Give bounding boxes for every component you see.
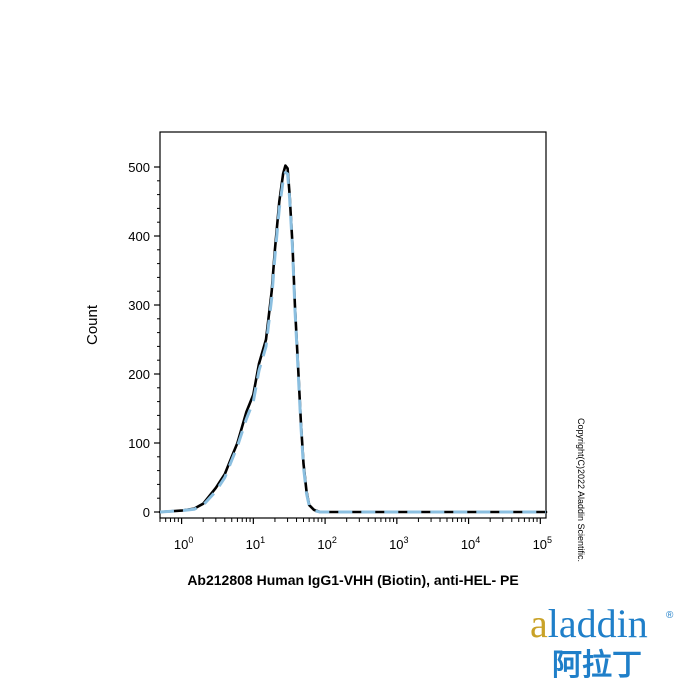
y-tick-label: 500: [128, 160, 150, 175]
dashed-histogram-line: [159, 171, 546, 514]
logo-registered-mark: ®: [666, 610, 674, 621]
x-tick-label: 100: [174, 535, 193, 552]
x-axis-label: Ab212808 Human IgG1-VHH (Biotin), anti-H…: [187, 572, 518, 588]
y-tick-label: 400: [128, 229, 150, 244]
x-tick-label: 104: [461, 535, 480, 552]
y-tick-label: 300: [128, 298, 150, 313]
series-group: [158, 164, 548, 514]
y-axis-label: Count: [84, 304, 101, 345]
logo-letter-a: a: [530, 601, 548, 646]
plot-frame: [159, 131, 547, 519]
x-axis: 100 101 102 103 104 105: [159, 518, 552, 552]
y-axis: 0 100 200 300 400 500: [128, 160, 160, 520]
y-tick-label: 200: [128, 367, 150, 382]
x-tick-label: 101: [246, 535, 265, 552]
copyright-text: Copyright(C)2022 Aladdin Scientific.: [576, 418, 586, 562]
y-tick-label: 100: [128, 436, 150, 451]
y-tick-label: 0: [143, 505, 150, 520]
logo-chinese-name: 阿拉丁: [552, 648, 642, 683]
svg-text:aladdin: aladdin: [530, 601, 648, 646]
x-tick-label: 103: [389, 535, 408, 552]
solid-histogram-line: [158, 164, 548, 514]
x-tick-label: 102: [317, 535, 336, 552]
x-tick-label: 105: [533, 535, 552, 552]
logo-wordmark: laddin: [548, 601, 648, 646]
aladdin-logo: aladdin ® 阿拉丁: [530, 601, 674, 683]
